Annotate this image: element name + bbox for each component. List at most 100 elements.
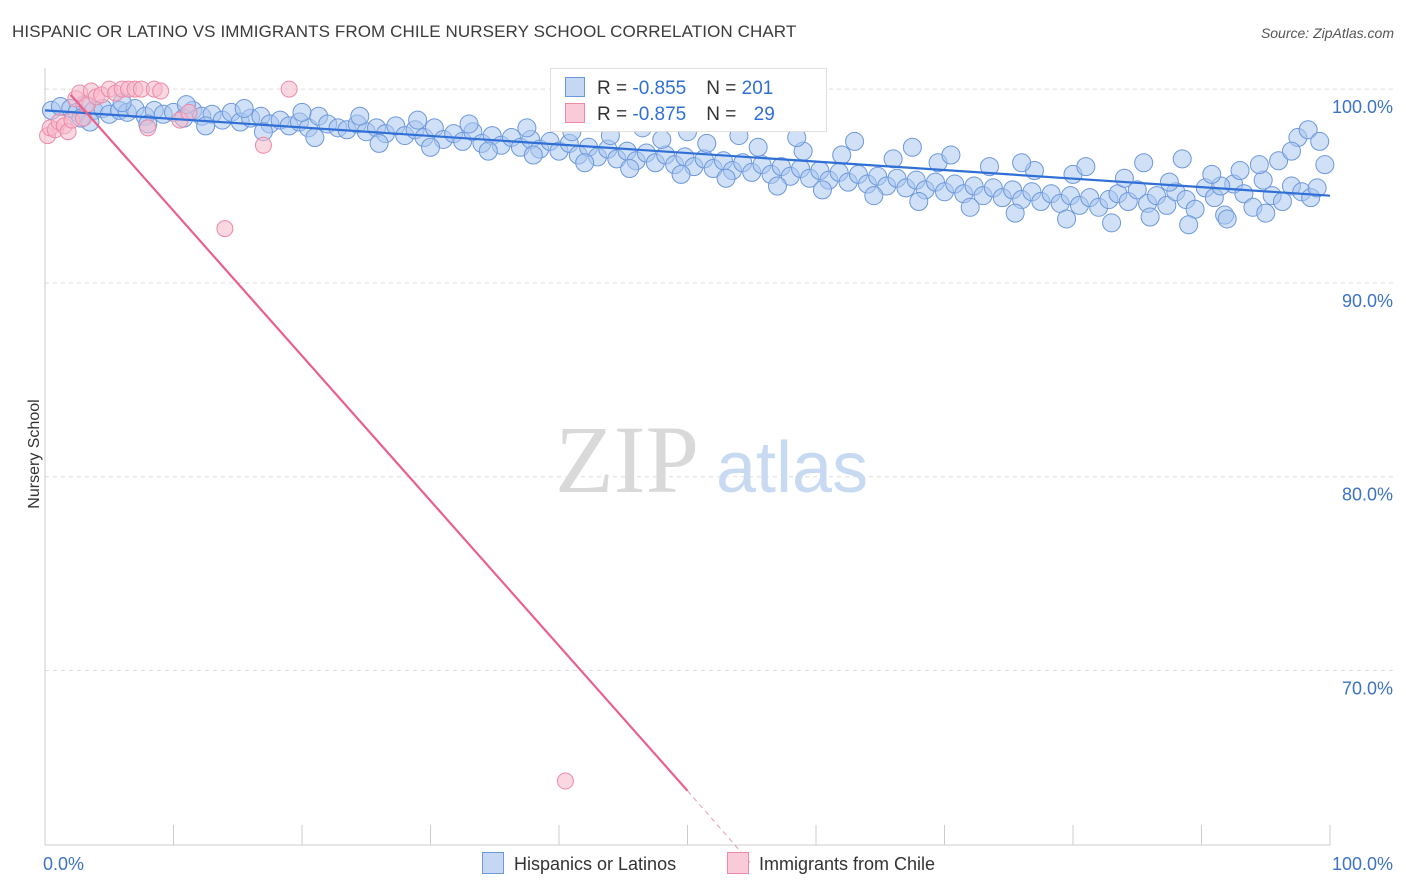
legend-n-label: N = xyxy=(706,78,742,99)
data-point-hispanics xyxy=(1272,191,1292,211)
y-tick-label: 100.0% xyxy=(1332,97,1393,117)
x-tick-labels: 0.0% 100.0% xyxy=(43,854,1393,874)
legend-r-value: -0.855 xyxy=(632,78,687,99)
data-point-hispanics xyxy=(478,141,498,161)
data-point-hispanics xyxy=(1253,170,1273,190)
data-point-hispanics xyxy=(652,129,672,149)
data-point-hispanics xyxy=(1179,215,1199,235)
data-point-hispanics xyxy=(671,164,691,184)
data-point-hispanics xyxy=(1310,131,1330,151)
data-point-hispanics xyxy=(1256,203,1276,223)
correlation-legend: R = -0.855 N = 201 R = -0.875 N = 29 xyxy=(550,68,827,132)
series-chile-points xyxy=(39,80,574,790)
data-point-hispanics xyxy=(421,137,440,157)
data-point-hispanics xyxy=(902,137,922,157)
y-tick-label: 90.0% xyxy=(1342,291,1393,311)
data-point-hispanics xyxy=(941,145,961,165)
legend-item-label: Immigrants from Chile xyxy=(759,854,936,874)
y-tick-label: 70.0% xyxy=(1342,679,1393,699)
data-point-hispanics xyxy=(1230,160,1250,180)
legend-row-hispanics: R = -0.855 N = 201 xyxy=(565,77,773,99)
data-point-hispanics xyxy=(832,145,852,165)
y-axis-label: Nursery School xyxy=(26,399,43,509)
data-point-hispanics xyxy=(620,159,640,179)
data-point-hispanics xyxy=(459,114,479,134)
legend-row-chile: R = -0.875 N = 29 xyxy=(565,103,775,125)
data-point-chile xyxy=(139,119,157,137)
data-point-hispanics xyxy=(1127,180,1147,200)
data-point-hispanics xyxy=(1307,178,1327,198)
data-point-hispanics xyxy=(1298,120,1318,140)
data-point-chile xyxy=(152,82,170,100)
legend-n-label: N = xyxy=(706,104,742,125)
legend-item-hispanics: Hispanics or Latinos xyxy=(482,852,676,875)
data-point-hispanics xyxy=(517,118,537,138)
data-point-hispanics xyxy=(1249,155,1269,175)
data-point-hispanics xyxy=(369,133,389,153)
legend-swatch-blue xyxy=(565,77,585,97)
trend-line-hispanics xyxy=(44,109,1331,197)
data-point-hispanics xyxy=(716,168,736,188)
y-tick-labels: 100.0% 90.0% 80.0% 70.0% xyxy=(1332,97,1393,698)
watermark: ZIP atlas xyxy=(555,406,868,513)
data-point-hispanics xyxy=(408,110,428,130)
data-point-hispanics xyxy=(1172,149,1192,169)
legend-item-chile: Immigrants from Chile xyxy=(727,852,935,875)
data-point-hispanics xyxy=(292,102,312,122)
data-point-chile xyxy=(180,103,198,121)
data-point-hispanics xyxy=(1157,195,1177,215)
series-hispanics-points xyxy=(41,93,1335,235)
data-point-hispanics xyxy=(960,197,980,217)
data-point-hispanics xyxy=(1140,207,1160,227)
data-point-hispanics xyxy=(748,137,768,157)
data-point-hispanics xyxy=(1269,151,1289,171)
data-point-hispanics xyxy=(1315,155,1335,175)
source-label: Source: ZipAtlas.com xyxy=(1260,25,1394,41)
data-point-hispanics xyxy=(1005,203,1025,223)
x-tick-label: 100.0% xyxy=(1332,854,1393,874)
data-point-hispanics xyxy=(1202,164,1222,184)
data-point-hispanics xyxy=(845,131,865,151)
data-point-hispanics xyxy=(909,191,929,211)
data-point-hispanics xyxy=(1159,172,1179,192)
legend-swatch-blue xyxy=(482,852,504,874)
data-point-hispanics xyxy=(1217,209,1237,229)
data-point-hispanics xyxy=(864,186,884,206)
y-tick-label: 80.0% xyxy=(1342,485,1393,505)
data-point-hispanics xyxy=(234,98,254,118)
data-point-hispanics xyxy=(979,157,999,177)
data-point-hispanics xyxy=(1102,213,1122,233)
data-point-hispanics xyxy=(1114,168,1134,188)
data-point-hispanics xyxy=(697,133,717,153)
legend-r-label: R = xyxy=(597,78,633,99)
series-legend: Hispanics or Latinos Immigrants from Chi… xyxy=(0,852,1406,878)
watermark-zip: ZIP xyxy=(555,406,699,513)
chart-title: HISPANIC OR LATINO VS IMMIGRANTS FROM CH… xyxy=(12,22,797,41)
data-point-hispanics xyxy=(350,106,370,126)
legend-swatch-pink xyxy=(727,852,749,874)
legend-item-label: Hispanics or Latinos xyxy=(514,854,677,874)
data-point-chile xyxy=(216,220,234,238)
data-point-hispanics xyxy=(575,153,595,173)
x-tick-label: 0.0% xyxy=(43,854,84,874)
trend-line-chile xyxy=(69,94,689,792)
legend-swatch-pink xyxy=(565,103,585,123)
legend-r-label: R = xyxy=(597,104,633,125)
data-point-hispanics xyxy=(305,128,325,148)
data-point-hispanics xyxy=(1057,209,1077,229)
data-point-chile xyxy=(280,80,298,98)
data-point-hispanics xyxy=(1134,153,1154,173)
data-point-chile xyxy=(254,136,272,154)
data-point-hispanics xyxy=(523,145,543,165)
data-point-hispanics xyxy=(767,176,787,196)
data-point-hispanics xyxy=(883,149,903,169)
data-point-hispanics xyxy=(1076,157,1096,177)
legend-n-value: 29 xyxy=(753,104,775,125)
axes xyxy=(44,68,1331,846)
watermark-atlas: atlas xyxy=(716,428,868,508)
data-point-chile xyxy=(556,772,574,790)
legend-r-value: -0.875 xyxy=(632,104,687,125)
data-point-hispanics xyxy=(1012,153,1032,173)
legend-n-value: 201 xyxy=(741,78,774,99)
